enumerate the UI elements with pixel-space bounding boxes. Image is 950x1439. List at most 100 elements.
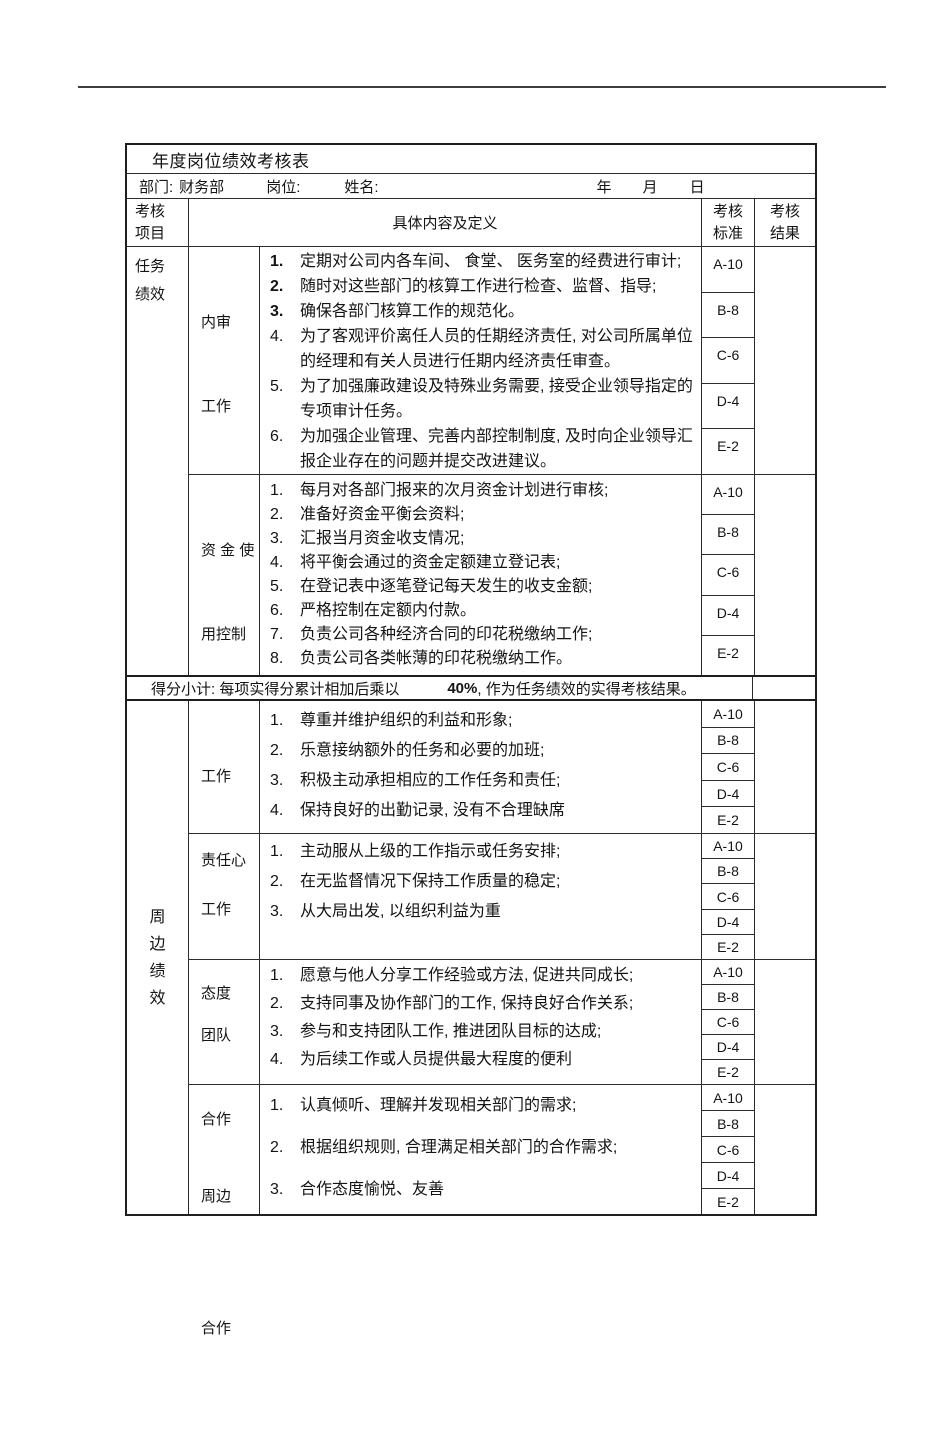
list-item: 5. 为了加强廉政建设及特殊业务需要, 接受企业领导指定的专项审计任务。 [270,374,693,424]
item-text: 准备好资金平衡会资料; [300,506,465,523]
block-internal-audit: 内审 工作 1. 定期对公司内各车间、 食堂、 医务室的经费进行审计; 2. 随时对… [189,247,815,475]
list-item: 2. 在无监督情况下保持工作质量的稳定; [270,867,693,897]
item-text: 合作态度愉悦、友善 [300,1181,445,1198]
item-number: 5. [270,578,284,595]
subtotal-percent: 40% [447,679,478,697]
block-content: 1. 主动服从上级的工作指示或任务安排; 2. 在无监督情况下保持工作质量的稳定; … [260,834,702,959]
subtotal-text: 得分小计: 每项实得分累计相加后乘以 40%, 作为任务绩效的实得考核结果。 [127,677,753,699]
list-item: 4. 为了客观评价离任人员的任期经济责任, 对公司所属单位的经理和有关人员进行任期… [270,324,693,374]
header-assessment-item: 考核 项目 [127,199,189,246]
block-work-attitude: 工作 态度 1. 主动服从上级的工作指示或任务安排; 2. 在无监督情况下保持工作质… [189,834,815,1002]
block-content: 1. 定期对公司内各车间、 食堂、 医务室的经费进行审计; 2. 随时对这些部门的核… [260,247,702,474]
item-text: 愿意与他人分享工作经验或方法, 促进共同成长; [300,967,634,984]
grade-standard-cell: D-4 [702,1163,754,1189]
item-number: 2. [270,873,284,890]
list-item: 3. 合作态度愉悦、友善 [270,1169,693,1211]
position-label: 岗位: [266,178,301,196]
header-content-definition: 具体内容及定义 [189,199,702,246]
grade-standard-cell: A-10 [702,834,754,860]
item-number: 3. [270,303,284,320]
item-number: 1. [270,253,284,270]
list-item: 4. 将平衡会通过的资金定额建立登记表; [270,551,693,575]
grade-standards-column: A-10 B-8 C-6 D-4 E-2 [702,960,755,1084]
item-number: 6. [270,602,284,619]
info-row: 部门: 财务部 岗位: 姓名: 年 月 日 [127,174,815,199]
item-text: 支持同事及协作部门的工作, 保持良好合作关系; [300,995,634,1012]
block-teamwork: 团队 合作 1. 愿意与他人分享工作经验或方法, 促进共同成长; 2. 支持同事及协… [189,960,815,1128]
list-item: 4. 保持良好的出勤记录, 没有不合理缺席 [270,796,693,826]
header-assessment-result: 考核 结果 [769,203,800,242]
block-label-internal-audit: 内审 工作 [189,247,260,474]
list-item: 3. 积极主动承担相应的工作任务和责任; [270,766,693,796]
grade-standard-cell: B-8 [702,293,754,339]
grade-standard-cell: E-2 [717,644,739,661]
item-number: 1. [270,712,284,729]
grade-standard-cell: D-4 [702,384,754,430]
section-peripheral-performance: 周 边 绩 效 工作 责任心 1. 尊重并维护组织的利益和形象; 2. 乐意接纳额外… [127,701,815,1337]
item-number: 2. [270,995,284,1012]
item-text: 根据组织规则, 合理满足相关部门的合作需求; [300,1139,618,1156]
item-number: 4. [270,554,284,571]
grade-standard-cell: B-8 [702,859,754,885]
list-item: 1. 认真倾听、理解并发现相关部门的需求; [270,1085,693,1127]
block-label-work-responsibility: 工作 责任心 [189,701,260,869]
list-item: 7. 负责公司各种经济合同的印花税缴纳工作; [270,623,693,647]
item-number: 1. [270,1097,284,1114]
grade-standard-cell: C-6 [702,1137,754,1163]
item-text: 主动服从上级的工作指示或任务安排; [300,843,561,860]
list-item: 5. 在登记表中逐笔登记每天发生的收支金额; [270,575,693,599]
day-label: 日 [689,178,705,196]
grade-standards-column: A-10 B-8 C-6 D-4 E-2 [702,247,755,474]
result-cell-empty [755,475,815,675]
item-number: 4. [270,328,284,345]
grade-standard-cell: C-6 [702,338,754,384]
list-item: 2. 准备好资金平衡会资料; [270,503,693,527]
result-cell-empty [755,834,815,959]
item-text: 积极主动承担相应的工作任务和责任; [300,772,561,789]
section-label-peripheral-performance: 周 边 绩 效 [127,701,189,1214]
grade-standard-cell: A-10 [702,701,754,728]
list-item: 4. 为后续工作或人员提供最大程度的便利 [270,1046,693,1074]
item-number: 4. [270,802,284,819]
section-label-task-performance: 任务 绩效 [127,247,189,675]
name-label: 姓名: [344,178,379,196]
department-label: 部门: [139,178,174,196]
grade-standard-cell: C-6 [702,1010,754,1035]
list-item: 1. 定期对公司内各车间、 食堂、 医务室的经费进行审计; [270,249,693,274]
item-text: 汇报当月资金收支情况; [300,530,465,547]
result-cell-empty [755,701,815,833]
grade-standard-cell: D-4 [702,781,754,808]
list-item: 1. 每月对各部门报来的次月资金计划进行审核; [270,479,693,503]
list-item: 3. 确保各部门核算工作的规范化。 [270,299,693,324]
item-number: 2. [270,742,284,759]
grade-standard-cell: E-2 [717,1064,739,1080]
list-item: 1. 愿意与他人分享工作经验或方法, 促进共同成长; [270,962,693,990]
item-text: 认真倾听、理解并发现相关部门的需求; [300,1097,577,1114]
item-number: 3. [270,530,284,547]
grade-standard-cell: E-2 [717,1193,739,1210]
item-text: 每月对各部门报来的次月资金计划进行审核; [300,482,609,499]
grade-standard-cell: A-10 [702,1085,754,1111]
item-text: 在登记表中逐笔登记每天发生的收支金额; [300,578,593,595]
item-number: 1. [270,482,284,499]
block-label-teamwork: 团队 合作 [189,960,260,1128]
section-task-performance: 任务 绩效 内审 工作 1. 定期对公司内各车间、 食堂、 医务室的经费进行审计;… [127,247,815,675]
grade-standard-cell: D-4 [702,910,754,935]
block-label-peripheral-cooperation: 周边 合作 [189,1085,260,1337]
item-number: 2. [270,1139,284,1156]
grade-standard-cell: B-8 [702,985,754,1010]
grade-standard-cell: D-4 [702,596,754,636]
item-number: 2. [270,278,284,295]
item-number: 4. [270,1051,284,1068]
list-item: 8. 负责公司各类帐薄的印花税缴纳工作。 [270,647,693,671]
block-peripheral-cooperation: 周边 合作 1. 认真倾听、理解并发现相关部门的需求; 2. 根据组织规则, 合理满… [189,1085,815,1337]
item-text: 将平衡会通过的资金定额建立登记表; [300,554,561,571]
item-text: 参与和支持团队工作, 推进团队目标的达成; [300,1023,602,1040]
list-item: 1. 尊重并维护组织的利益和形象; [270,706,693,736]
block-content: 1. 每月对各部门报来的次月资金计划进行审核; 2. 准备好资金平衡会资料; 3. 汇… [260,475,702,675]
item-text: 负责公司各类帐薄的印花税缴纳工作。 [300,650,573,667]
item-text: 定期对公司内各车间、 食堂、 医务室的经费进行审计; [300,253,682,270]
grade-standard-cell: E-2 [717,812,739,829]
grade-standard-cell: E-2 [717,938,739,955]
block-label-work-attitude: 工作 态度 [189,834,260,1002]
